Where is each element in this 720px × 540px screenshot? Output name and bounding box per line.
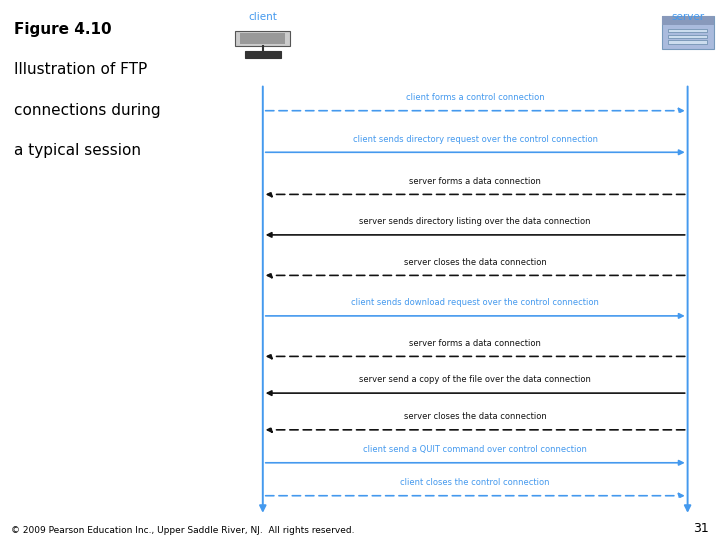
Text: 31: 31 [693, 522, 709, 535]
Text: server forms a data connection: server forms a data connection [409, 339, 541, 348]
Text: Figure 4.10: Figure 4.10 [14, 22, 112, 37]
Text: client sends directory request over the control connection: client sends directory request over the … [353, 134, 598, 144]
Text: a typical session: a typical session [14, 143, 141, 158]
Text: Illustration of FTP: Illustration of FTP [14, 62, 148, 77]
Bar [240, 33, 285, 44]
Text: client forms a control connection: client forms a control connection [406, 93, 544, 102]
Bar [668, 29, 707, 32]
Text: server closes the data connection: server closes the data connection [404, 258, 546, 267]
Text: © 2009 Pearson Education Inc., Upper Saddle River, NJ.  All rights reserved.: © 2009 Pearson Education Inc., Upper Sad… [11, 525, 354, 535]
FancyBboxPatch shape [235, 31, 290, 46]
Text: client send a QUIT command over control connection: client send a QUIT command over control … [364, 445, 587, 454]
Text: connections during: connections during [14, 103, 161, 118]
Text: server send a copy of the file over the data connection: server send a copy of the file over the … [359, 375, 591, 384]
Text: server forms a data connection: server forms a data connection [409, 177, 541, 186]
Bar [662, 16, 714, 49]
Bar [662, 16, 714, 25]
Bar [668, 40, 707, 44]
Text: client: client [248, 11, 277, 22]
Text: server: server [671, 11, 704, 22]
Bar [245, 51, 281, 58]
Text: client sends download request over the control connection: client sends download request over the c… [351, 298, 599, 307]
Text: client closes the control connection: client closes the control connection [400, 478, 550, 487]
Bar [668, 35, 707, 38]
Text: server sends directory listing over the data connection: server sends directory listing over the … [359, 217, 591, 226]
Text: server closes the data connection: server closes the data connection [404, 412, 546, 421]
